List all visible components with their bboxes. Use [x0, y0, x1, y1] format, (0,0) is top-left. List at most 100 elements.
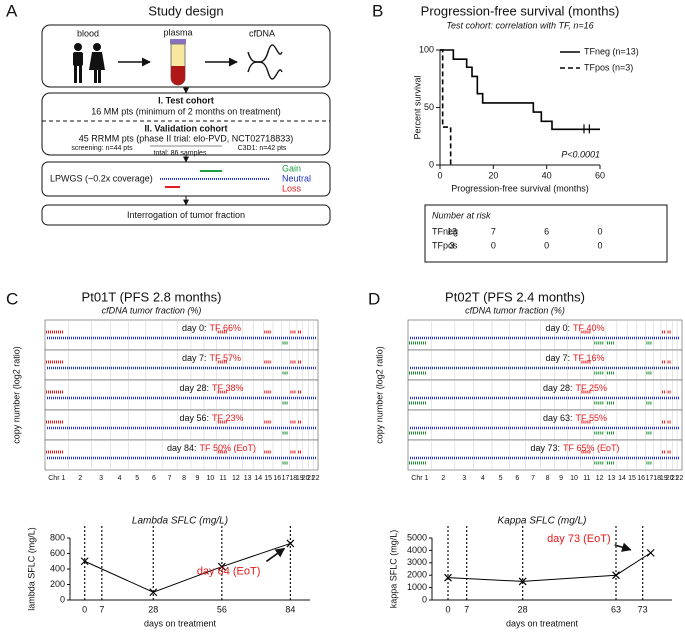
- risk-count: 13: [447, 226, 457, 236]
- c3d1: C3D1: n=42 pts: [238, 145, 287, 152]
- annotation: day 73 (EoT): [547, 533, 611, 545]
- chromosome-label: 13: [608, 475, 616, 482]
- y-tick-label: 0: [422, 594, 427, 604]
- sample-tf: TF 66%: [210, 323, 242, 333]
- y-tick-label: 5000: [407, 532, 427, 542]
- cnv-title: Pt01T (PFS 2.8 months): [82, 289, 222, 304]
- sample-tf: TF 50% (EoT): [200, 443, 257, 453]
- chromosome-label: 18: [289, 475, 297, 482]
- y-label: kappa SFLC (mg/L): [388, 530, 398, 609]
- chromosome-label: 12: [232, 475, 240, 482]
- marker: [217, 562, 226, 571]
- cnv-subtitle: cfDNA tumor fraction (%): [102, 305, 202, 315]
- sample-day: day 28:: [543, 383, 573, 393]
- marker: [149, 588, 158, 597]
- cnv-row: [407, 409, 683, 441]
- cnv-legend: Gain: [282, 163, 301, 173]
- sample-label: day 84: TF 50% (EoT): [167, 443, 256, 453]
- sample-label: day 28: TF 38%: [179, 383, 243, 393]
- sample-day: day 0:: [545, 323, 570, 333]
- cnv-row: [407, 319, 683, 351]
- study-design: Study design blood plasma cfDNA I. Test …: [41, 3, 331, 226]
- sample-tf: TF 16%: [573, 353, 605, 363]
- panel-letter: D: [368, 289, 380, 308]
- chart-title: Lambda SFLC (mg/L): [132, 516, 228, 527]
- x-tick-label: 63: [611, 604, 621, 614]
- marker: [518, 577, 527, 586]
- x-label: Progression-free survival (months): [451, 183, 589, 193]
- chromosome-label: 8: [182, 475, 186, 482]
- chromosome-label: 11: [583, 475, 590, 482]
- x-tick-label: 28: [518, 604, 528, 614]
- sample-label: day 0: TF 66%: [182, 323, 241, 333]
- marker: [646, 548, 655, 557]
- x-tick-label: 56: [217, 604, 227, 614]
- charts: Progression-free survival (months) Test c…: [11, 3, 683, 628]
- chromosome-label: 22: [312, 475, 320, 482]
- cnv-row: [407, 379, 683, 411]
- marker: [444, 573, 452, 582]
- risk-count: 0: [597, 226, 602, 236]
- sample-label: day 28: TF 25%: [543, 383, 607, 393]
- chromosome-label: 4: [118, 475, 122, 482]
- x-tick-label: 0: [445, 604, 450, 614]
- chromosome-label: 16: [273, 475, 281, 482]
- y-label: lambda SFLC (mg/L): [26, 527, 36, 611]
- chromosome-label: 19: [660, 475, 668, 482]
- final-step: Interrogation of tumor fraction: [127, 210, 245, 220]
- x-label: days on treatment: [506, 618, 579, 628]
- x-tick-label: 20: [488, 170, 498, 180]
- chromosome-label: 21: [307, 475, 315, 482]
- x-tick-label: 40: [542, 170, 552, 180]
- chromosome-label: 2: [441, 475, 445, 482]
- y-label: copy number (log2 ratio): [374, 346, 384, 444]
- sample-day: day 63:: [543, 413, 573, 423]
- chromosome-label: 4: [481, 475, 485, 482]
- risk-count: 6: [544, 226, 549, 236]
- sample-label: day 73: TF 65% (EoT): [530, 443, 619, 453]
- chromosome-label: 18: [653, 475, 661, 482]
- sample-tf: TF 55%: [576, 413, 608, 423]
- y-tick-label: 0: [429, 159, 434, 169]
- tube-icon: [170, 39, 186, 86]
- y-tick-label: 600: [50, 548, 65, 558]
- chromosome-label: 15: [264, 475, 272, 482]
- chromosome-label: 14: [618, 475, 626, 482]
- chromosome-label: 3: [99, 475, 103, 482]
- x-tick-label: 0: [82, 604, 87, 614]
- chromosome-label: 2: [78, 475, 82, 482]
- y-tick-label: 4000: [407, 545, 427, 555]
- panel-letter: B: [372, 1, 383, 20]
- source-label: plasma: [163, 27, 192, 37]
- chart-subtitle: Test cohort: correlation with TF, n=16: [446, 20, 593, 30]
- cnv-row: [407, 349, 683, 381]
- chromosome-label: 7: [168, 475, 172, 482]
- annotation: P<0.0001: [561, 149, 600, 159]
- chromosome-label: 17: [645, 475, 653, 482]
- panel-letter: A: [6, 1, 18, 20]
- x-label: days on treatment: [144, 618, 217, 628]
- survival-curve: [440, 49, 452, 165]
- sample-label: day 7: TF 57%: [182, 353, 241, 363]
- chromosome-label: 11: [220, 475, 227, 482]
- chromosome-label: 7: [531, 475, 535, 482]
- chromosome-label: 20: [666, 475, 674, 482]
- risk-table-box: [424, 204, 668, 263]
- survival-curve: [440, 49, 600, 131]
- chromosome-label: 9: [196, 475, 200, 482]
- chromosome-label: 14: [254, 475, 262, 482]
- chromosome-label: 5: [499, 475, 503, 482]
- chromosome-label: 16: [637, 475, 645, 482]
- risk-row-label: TFneg: [432, 226, 458, 236]
- chromosome-label: 12: [596, 475, 604, 482]
- sample-tf: TF 23%: [212, 413, 244, 423]
- y-label: copy number (log2 ratio): [11, 346, 21, 444]
- y-tick-label: 800: [50, 532, 65, 542]
- cnv-title: Pt02T (PFS 2.4 months): [445, 289, 585, 304]
- cnv-row: [44, 319, 319, 351]
- risk-count: 7: [491, 226, 496, 236]
- risk-title: Number at risk: [432, 210, 491, 220]
- sample-day: day 28:: [179, 383, 209, 393]
- screening: screening: n=44 pts: [71, 145, 133, 152]
